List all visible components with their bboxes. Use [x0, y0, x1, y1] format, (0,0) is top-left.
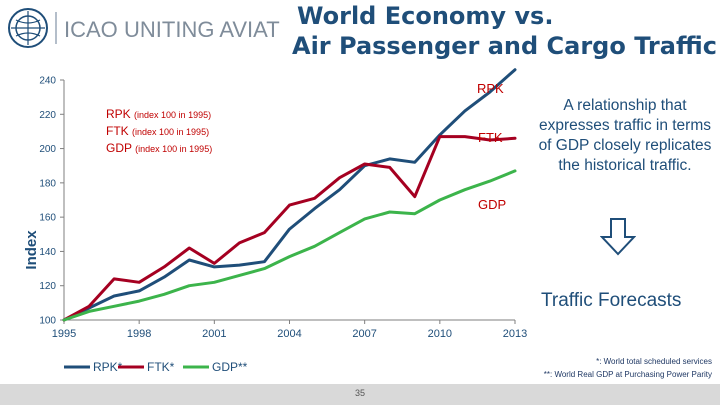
logo-org: ICAO	[64, 17, 118, 42]
icao-emblem-icon	[8, 8, 48, 48]
footnote-rpk-ftk: *: World total scheduled services	[596, 357, 712, 366]
series-line-rpk	[62, 68, 517, 322]
index-note-ftk: FTK (index 100 in 1995)	[106, 124, 209, 138]
x-tick-label: 1995	[52, 328, 76, 340]
y-tick-label: 240	[39, 76, 56, 87]
y-tick-label: 140	[39, 247, 56, 258]
title-line-2: Air Passenger and Cargo Traffic	[292, 32, 717, 60]
x-tick-label: 2007	[352, 328, 376, 340]
y-tick-label: 160	[39, 213, 56, 224]
relationship-text: A relationship that expresses traffic in…	[538, 97, 712, 174]
index-note-gdp: GDP (index 100 in 1995)	[106, 141, 212, 155]
y-tick-label: 220	[39, 110, 56, 121]
inline-label-rpk: RPK	[477, 81, 504, 96]
y-tick-label: 100	[39, 316, 56, 327]
title-line-1: World Economy vs.	[297, 2, 554, 30]
inline-label-ftk: FTK	[478, 130, 503, 145]
y-tick-label: 120	[39, 281, 56, 292]
page-number: 35	[354, 388, 365, 398]
traffic-forecasts-label: Traffic Forecasts	[541, 290, 682, 311]
series-line-gdp	[62, 169, 517, 322]
y-tick-label: 200	[39, 144, 56, 155]
y-tick-label: 180	[39, 178, 56, 189]
series-line-ftk	[62, 135, 517, 322]
icao-logo: ICAO UNITING AVIATION	[8, 8, 281, 48]
legend-label-ftk: FTK*	[147, 360, 175, 374]
traffic-line-chart: Index 100 120 140 160 180 200 220 240 1995 1998 2…	[23, 68, 527, 374]
footnote-gdp: **: World Real GDP at Purchasing Power P…	[543, 370, 712, 379]
y-axis-label: Index	[23, 230, 40, 270]
down-arrow-icon	[600, 218, 636, 256]
legend-label-gdp: GDP**	[212, 360, 248, 374]
index-note-rpk: RPK (index 100 in 1995)	[106, 107, 211, 121]
x-tick-label: 2010	[428, 328, 452, 340]
x-tick-label: 1998	[127, 328, 151, 340]
chart-legend: RPK* FTK* GDP**	[64, 360, 248, 374]
logo-slogan: UNITING AVIATION	[124, 17, 281, 42]
legend-label-rpk: RPK*	[93, 360, 123, 374]
bottom-bar	[0, 384, 720, 405]
x-tick-label: 2001	[202, 328, 226, 340]
inline-label-gdp: GDP	[478, 197, 506, 212]
x-tick-label: 2004	[277, 328, 301, 340]
x-tick-label: 2013	[503, 328, 527, 340]
